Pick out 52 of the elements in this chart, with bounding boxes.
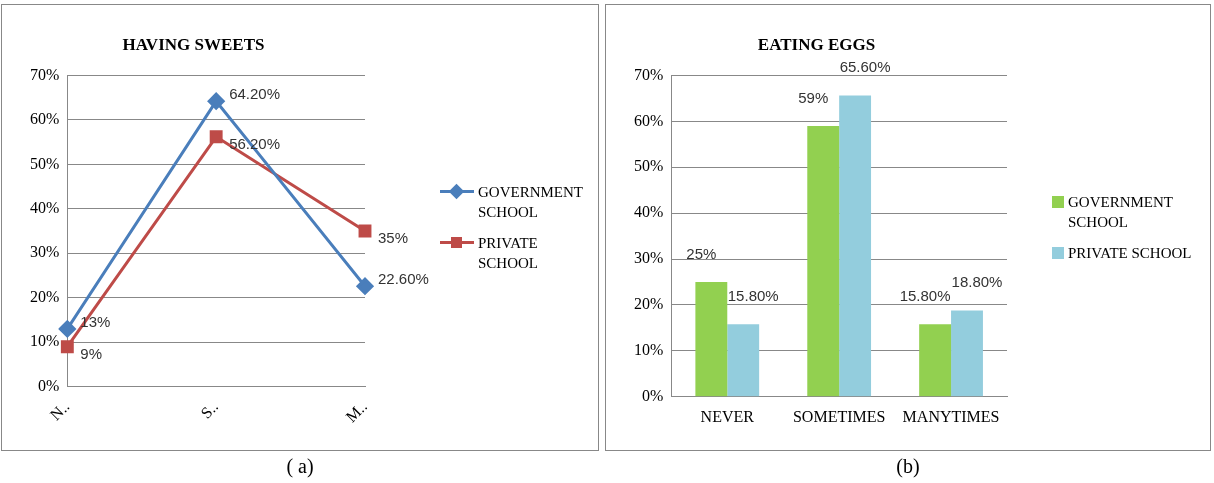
- y-tick-label: 30%: [30, 243, 60, 261]
- point: [209, 130, 223, 144]
- text: (b): [896, 455, 920, 478]
- bar: [839, 95, 872, 397]
- y-tick-label: 50%: [30, 154, 60, 172]
- y-tick-label: 20%: [30, 287, 60, 305]
- chart-title: HAVING SWEETS: [122, 34, 265, 54]
- x-tick-label: SOMETIMES: [792, 407, 886, 425]
- data-label: 9%: [80, 344, 103, 362]
- y-tick-label: 40%: [30, 199, 60, 217]
- y-tick-label: 60%: [30, 110, 60, 128]
- x-tick-label: MANYTIMES: [902, 407, 1000, 425]
- bar: [727, 324, 760, 397]
- text: ( a): [286, 455, 314, 478]
- data-label: 35%: [378, 229, 409, 247]
- bar: [807, 125, 840, 397]
- bar: [951, 310, 983, 397]
- y-tick-label: 30%: [634, 249, 664, 267]
- x-tick-label: M..: [342, 397, 371, 426]
- point: [60, 340, 74, 354]
- legend-label: GOVERNMENT SCHOOL: [478, 183, 584, 223]
- bar: [919, 324, 952, 397]
- point: [356, 277, 374, 295]
- x-tick-label: N..: [46, 397, 73, 424]
- y-tick-label: 70%: [634, 65, 664, 83]
- y-tick-label: 40%: [634, 203, 664, 221]
- data-label: 22.60%: [378, 270, 429, 288]
- x-tick-label: NEVER: [700, 407, 755, 425]
- legend-label: PRIVATE SCHOOL: [1068, 243, 1193, 263]
- data-label: 59%: [798, 88, 829, 106]
- y-tick-label: 0%: [38, 376, 60, 394]
- y-tick-label: 10%: [634, 341, 664, 359]
- data-label: 15.80%: [899, 286, 951, 304]
- data-label: 64.20%: [229, 85, 281, 103]
- point: [358, 224, 372, 238]
- data-label: 18.80%: [951, 273, 1003, 291]
- chart-title: EATING EGGS: [757, 34, 876, 54]
- y-tick-label: 0%: [642, 387, 664, 404]
- data-label: 15.80%: [727, 286, 779, 304]
- bar: [695, 282, 728, 397]
- legend-label: PRIVATE SCHOOL: [478, 233, 539, 273]
- y-tick-label: 20%: [634, 295, 664, 313]
- data-label: 65.60%: [839, 58, 891, 76]
- point: [58, 320, 76, 338]
- y-tick-label: 70%: [30, 65, 60, 83]
- data-label: 25%: [686, 244, 717, 262]
- y-tick-label: 10%: [30, 332, 60, 350]
- y-tick-label: 50%: [634, 157, 664, 175]
- y-tick-label: 60%: [634, 111, 664, 129]
- point: [207, 92, 225, 110]
- x-tick-label: S..: [197, 397, 222, 422]
- legend-label: GOVERNMENT SCHOOL: [1068, 193, 1174, 233]
